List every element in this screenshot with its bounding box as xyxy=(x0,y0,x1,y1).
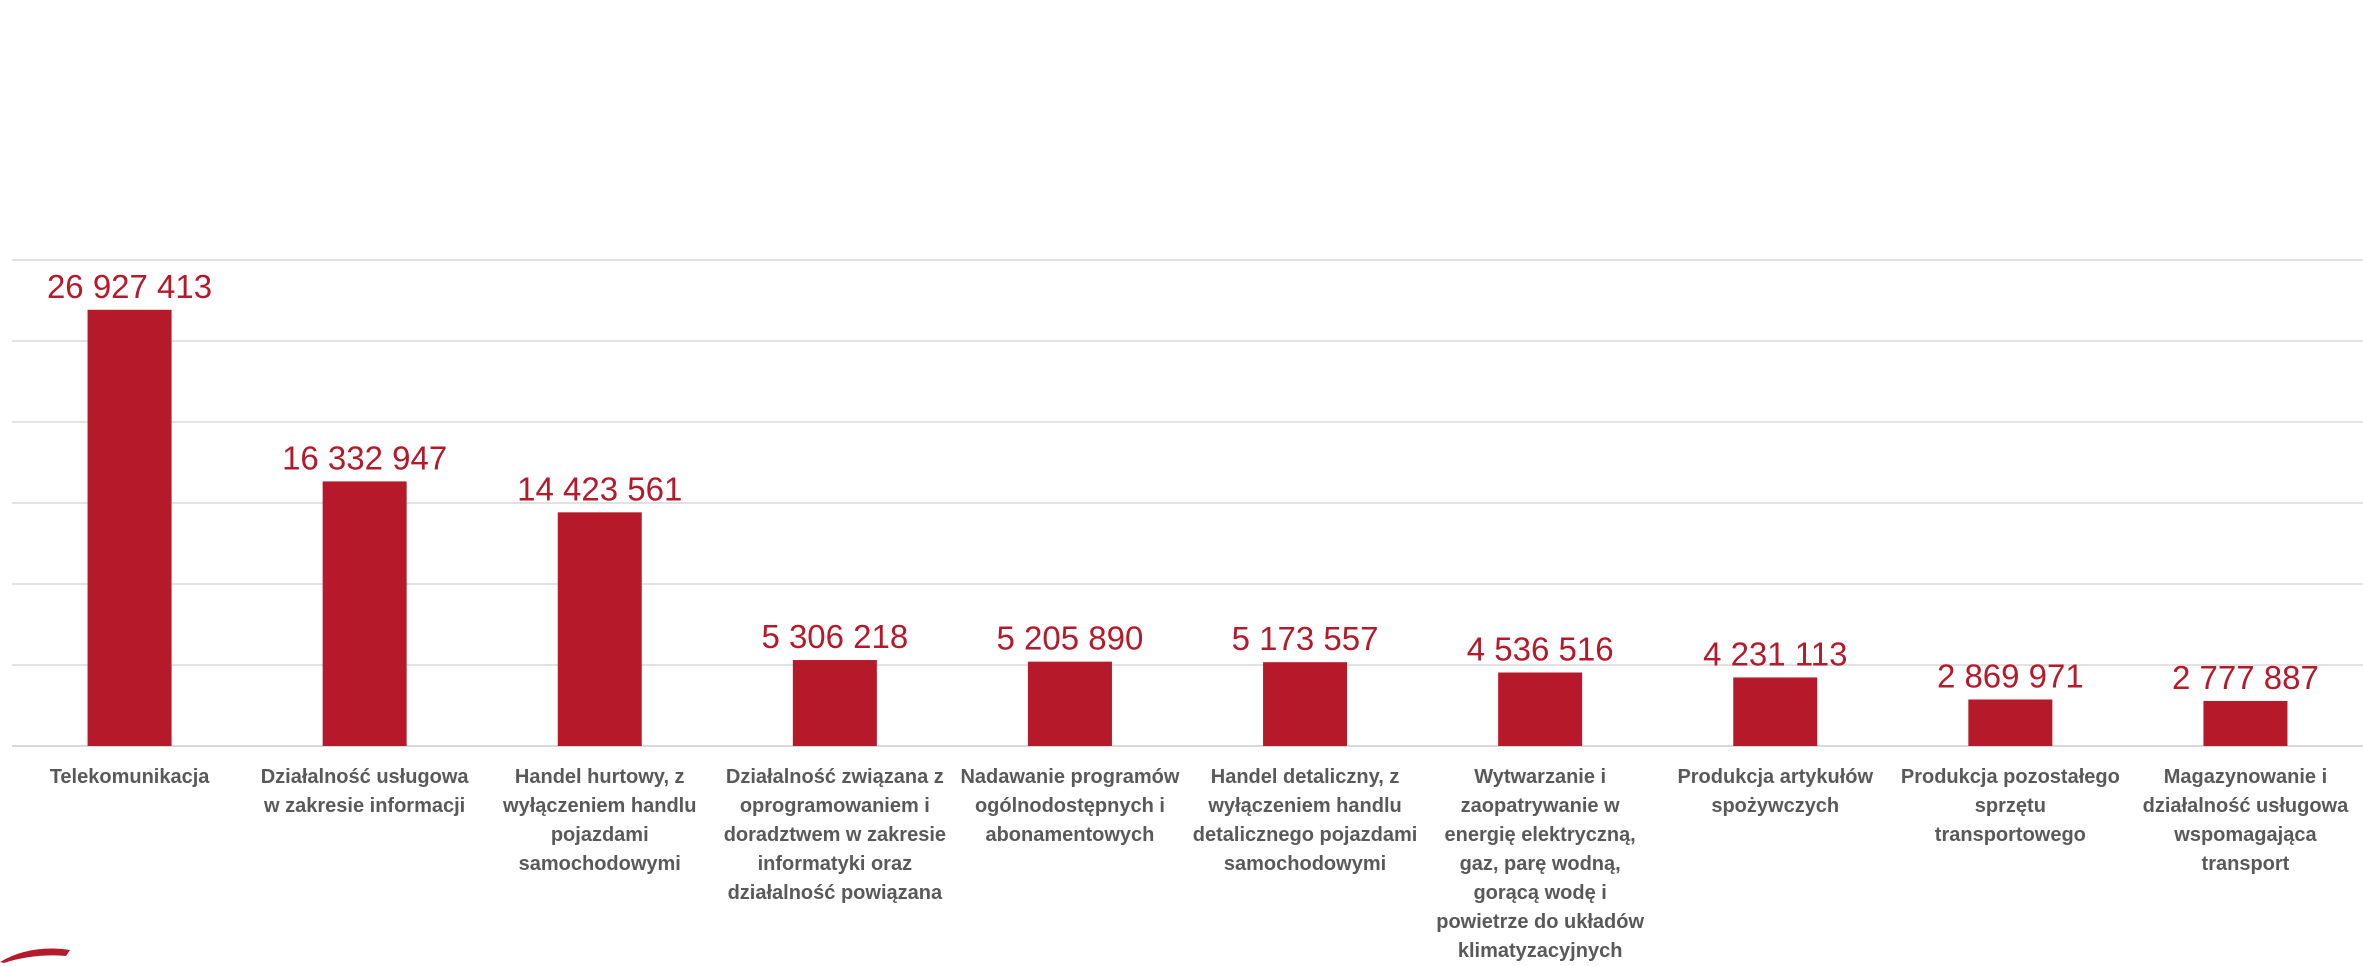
bar xyxy=(1733,677,1818,746)
category-label: Telekomunikacja xyxy=(49,766,210,788)
value-labels: 26 927 413 16 332 947 14 423 561 5 306 218 5… xyxy=(47,268,2319,696)
bars xyxy=(87,309,2288,746)
value-label: 5 306 218 xyxy=(761,618,908,655)
value-label: 26 927 413 xyxy=(47,268,212,305)
value-label: 4 231 113 xyxy=(1703,635,1847,672)
bar xyxy=(2203,700,2288,746)
category-label: Produkcja artykułów spożywczych xyxy=(1677,766,1874,817)
bar xyxy=(1968,699,2053,746)
value-label: 16 332 947 xyxy=(282,439,447,476)
bar xyxy=(792,660,877,746)
value-label: 2 777 887 xyxy=(2172,659,2319,696)
bar xyxy=(322,481,407,746)
category-label: Handel hurtowy, z wyłączeniem handlu poj… xyxy=(503,766,697,875)
bar xyxy=(1498,672,1583,746)
category-label: Handel detaliczny, z wyłączeniem handlu … xyxy=(1192,766,1418,875)
category-label: Nadawanie programów ogólnodostępnych i a… xyxy=(960,766,1180,846)
category-label: Wytwarzanie i zaopatrywanie w energię el… xyxy=(1436,766,1645,962)
bar xyxy=(87,309,172,746)
value-label: 5 205 890 xyxy=(997,620,1144,657)
category-label: Działalność związana z oprogramowaniem i… xyxy=(723,766,946,904)
logo-icon xyxy=(0,948,70,963)
category-label: Magazynowanie i działalność usługowa wsp… xyxy=(2142,766,2349,875)
value-label: 4 536 516 xyxy=(1467,631,1614,668)
value-label: 2 869 971 xyxy=(1937,658,2084,695)
bar xyxy=(1263,662,1348,746)
value-label: 14 423 561 xyxy=(517,470,682,507)
bar xyxy=(557,512,642,746)
value-label: 5 173 557 xyxy=(1232,620,1379,657)
category-label: Działalność usługowa w zakresie informac… xyxy=(260,766,469,817)
bar xyxy=(1027,661,1112,746)
category-label: Produkcja pozostałego sprzętu transporto… xyxy=(1900,766,2120,846)
